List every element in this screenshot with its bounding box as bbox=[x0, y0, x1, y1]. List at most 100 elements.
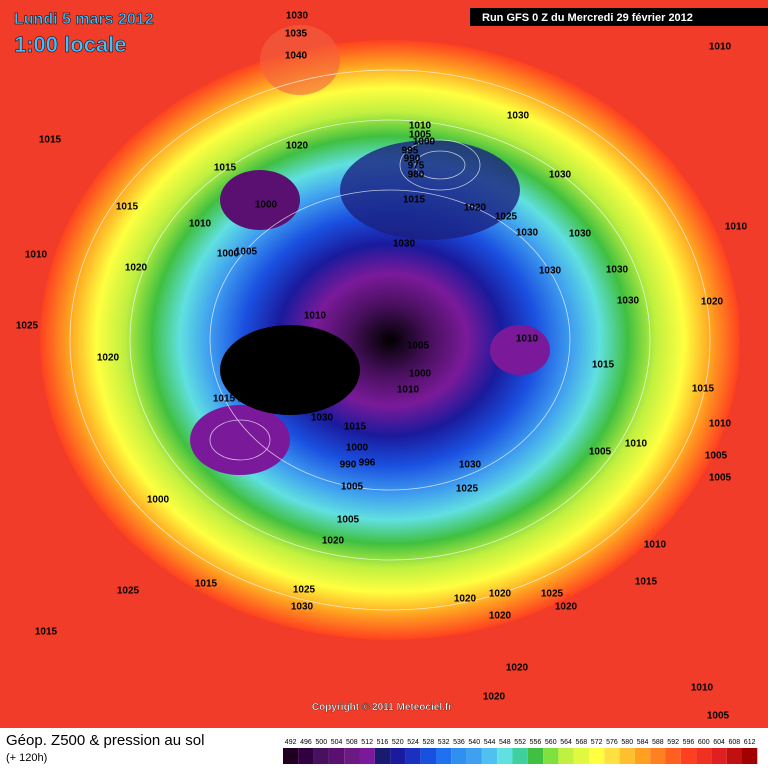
scale-label: 504 bbox=[331, 739, 343, 746]
scale-swatch bbox=[420, 748, 436, 764]
scale-swatch bbox=[589, 748, 605, 764]
isobar-label: 1005 bbox=[235, 247, 258, 258]
scale-label: 536 bbox=[453, 739, 465, 746]
isobar-label: 1005 bbox=[337, 515, 360, 526]
isobar-label: 1020 bbox=[286, 141, 309, 152]
scale-swatch bbox=[481, 748, 498, 764]
low bbox=[190, 405, 290, 475]
scale-label: 600 bbox=[698, 739, 710, 746]
isobar-label: 1010 bbox=[409, 121, 432, 132]
copyright: Copyright © 2011 Meteociel.fr bbox=[312, 702, 452, 713]
scale-label: 496 bbox=[300, 739, 312, 746]
isobar-label: 1030 bbox=[291, 602, 314, 613]
scale-label: 564 bbox=[560, 739, 572, 746]
isobar-label: 995 bbox=[402, 146, 419, 157]
isobar-label: 1005 bbox=[341, 482, 364, 493]
scale-swatch bbox=[405, 748, 421, 764]
scale-swatch bbox=[650, 748, 666, 764]
isobar-label: 1025 bbox=[117, 586, 140, 597]
scale-swatch bbox=[283, 748, 299, 764]
scale-label: 528 bbox=[423, 739, 435, 746]
scale-swatch bbox=[742, 748, 758, 764]
scale-label: 520 bbox=[392, 739, 404, 746]
isobar-label: 1000 bbox=[346, 443, 369, 454]
scale-label: 612 bbox=[744, 739, 756, 746]
isobar-label: 1020 bbox=[464, 203, 487, 214]
isobar-label: 1010 bbox=[25, 250, 48, 261]
isobar-label: 1000 bbox=[409, 369, 432, 380]
isobar-label: 1000 bbox=[217, 249, 240, 260]
scale-label: 544 bbox=[484, 739, 496, 746]
isobar-label: 1010 bbox=[397, 385, 420, 396]
isobar-label: 1010 bbox=[644, 540, 667, 551]
scale-label: 540 bbox=[468, 739, 480, 746]
isobar-label: 1000 bbox=[255, 200, 278, 211]
isobar-label: 1030 bbox=[549, 170, 572, 181]
scale-swatch bbox=[665, 748, 681, 764]
isobar-label: 1010 bbox=[625, 439, 648, 450]
scale-label: 580 bbox=[621, 739, 633, 746]
isobar-label: 1010 bbox=[725, 222, 748, 233]
scale-swatch bbox=[573, 748, 589, 764]
scale-swatch bbox=[313, 748, 329, 764]
isobar-label: 1010 bbox=[304, 311, 327, 322]
isobar-label: 1020 bbox=[489, 611, 512, 622]
scale-swatch bbox=[680, 748, 697, 764]
scale-label: 532 bbox=[438, 739, 450, 746]
isobar-label: 1015 bbox=[214, 163, 237, 174]
scale-label: 548 bbox=[499, 739, 511, 746]
scale-swatch bbox=[696, 748, 712, 764]
isobar-label: 1030 bbox=[516, 228, 539, 239]
isobar-label: 1030 bbox=[606, 265, 629, 276]
color-scale: 492 496 500 504 508 512 516 520 524 528 532 536 540 5… bbox=[283, 739, 758, 764]
isobar-label: 1020 bbox=[322, 536, 345, 547]
run-banner bbox=[470, 8, 768, 26]
scale-swatch bbox=[328, 748, 345, 764]
scale-swatch bbox=[298, 748, 314, 764]
scale-swatch bbox=[543, 748, 559, 764]
isobar-label: 1010 bbox=[691, 683, 714, 694]
isobar-label: 1025 bbox=[456, 484, 479, 495]
isobar-label: 1005 bbox=[407, 341, 430, 352]
isobars bbox=[69, 69, 711, 611]
isobar-label: 990 bbox=[340, 460, 357, 471]
scale-swatch bbox=[359, 748, 375, 764]
scale-label: 500 bbox=[315, 739, 327, 746]
scale-label: 556 bbox=[530, 739, 542, 746]
footer-lead: (+ 120h) bbox=[6, 752, 47, 764]
scale-swatch bbox=[512, 748, 528, 764]
scale-label: 596 bbox=[683, 739, 695, 746]
isobar-label: 1015 bbox=[213, 394, 236, 405]
isobar-label: 1030 bbox=[459, 460, 482, 471]
isobar-label: 1030 bbox=[393, 239, 416, 250]
scale-label: 576 bbox=[606, 739, 618, 746]
isobar-label: 1030 bbox=[286, 11, 309, 22]
time: 1:00 locale bbox=[14, 32, 127, 57]
isobar-label: 1010 bbox=[709, 42, 732, 53]
scale-swatch bbox=[711, 748, 727, 764]
isobar-label: 1015 bbox=[39, 135, 62, 146]
scale-label: 512 bbox=[361, 739, 373, 746]
isobar-label: 1025 bbox=[16, 321, 39, 332]
scale-label: 584 bbox=[637, 739, 649, 746]
isobar-label: 10 bbox=[237, 394, 249, 405]
scale-label: 508 bbox=[346, 739, 358, 746]
isobar-label: 996 bbox=[359, 458, 376, 469]
scale-label: 516 bbox=[377, 739, 389, 746]
scale-label: 588 bbox=[652, 739, 664, 746]
isobar-label: 1005 bbox=[705, 451, 728, 462]
scale-swatch bbox=[726, 748, 742, 764]
isobar-label: 1025 bbox=[293, 585, 316, 596]
isobar-label: 1010 bbox=[709, 419, 732, 430]
scale-label: 568 bbox=[576, 739, 588, 746]
isobar-labels: 1030103510401010101510201015101010051000… bbox=[16, 11, 748, 722]
footer-title: Géop. Z500 & pression au sol bbox=[6, 732, 204, 749]
isobar-label: 1015 bbox=[403, 195, 426, 206]
scale-label: 604 bbox=[713, 739, 725, 746]
isobar-label: 1020 bbox=[125, 263, 148, 274]
scale-label: 524 bbox=[407, 739, 419, 746]
scale-swatch bbox=[558, 748, 574, 764]
isobar-label: 1030 bbox=[569, 229, 592, 240]
scale-swatch bbox=[634, 748, 651, 764]
